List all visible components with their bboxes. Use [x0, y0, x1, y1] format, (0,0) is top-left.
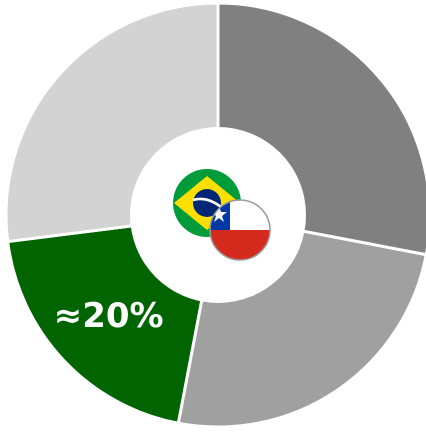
value-label: ≈20%	[54, 296, 164, 336]
